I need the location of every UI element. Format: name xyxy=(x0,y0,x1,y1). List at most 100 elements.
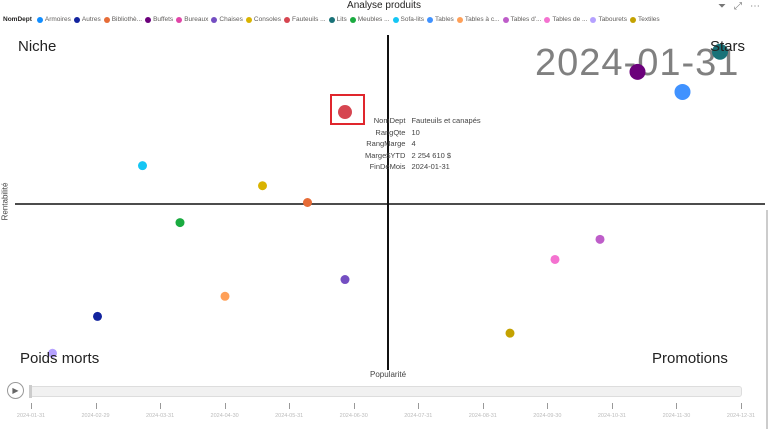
timeline-label: 2024-02-29 xyxy=(81,413,110,419)
legend-label: Consoles xyxy=(253,16,281,23)
timeline-tick xyxy=(160,403,162,409)
timeline-tick xyxy=(31,403,32,409)
data-point[interactable] xyxy=(48,348,57,358)
legend-dot-icon xyxy=(36,16,43,23)
data-point[interactable] xyxy=(303,198,312,207)
legend: NomDept Armoires Autres Bibliothè... Buffets… xyxy=(3,16,660,23)
tooltip-value: Fauteuils et canapés xyxy=(411,116,481,125)
timeline-tick xyxy=(482,403,484,409)
legend-dot-icon xyxy=(211,16,218,23)
timeline-label: 2024-03-31 xyxy=(146,413,175,419)
legend-dot-icon xyxy=(328,16,335,23)
data-point[interactable] xyxy=(595,234,605,244)
legend-item[interactable]: Buffets xyxy=(145,16,173,23)
data-point[interactable] xyxy=(550,254,560,264)
legend-item[interactable]: Bureaux xyxy=(176,16,208,23)
tooltip-key: FinDeMois xyxy=(369,162,406,171)
legend-item[interactable]: Armoires xyxy=(36,16,71,23)
focus-mode-icon[interactable]: ⤢ xyxy=(734,1,742,12)
quadrant-stars: Stars xyxy=(710,38,746,55)
legend-label: Armoires xyxy=(44,16,71,23)
legend-dot-icon xyxy=(103,16,110,23)
scrollbar[interactable] xyxy=(766,210,768,429)
timeline-tick xyxy=(95,403,97,409)
legend-label: Chaises xyxy=(219,16,243,23)
timeline-tick xyxy=(741,403,742,409)
timeline-label: 2024-10-31 xyxy=(597,413,626,419)
legend-item[interactable]: Lits xyxy=(328,16,347,23)
data-point[interactable] xyxy=(674,83,691,100)
timeline-label: 2024-09-30 xyxy=(533,413,562,419)
legend-item[interactable]: Sofa-lits xyxy=(392,16,424,23)
legend-label: Buffets xyxy=(153,16,174,23)
more-options-icon[interactable]: ⋯ xyxy=(750,1,760,12)
play-icon: ▶ xyxy=(12,386,19,395)
x-axis-label: Popularité xyxy=(370,370,407,379)
timeline-tick xyxy=(547,403,549,409)
legend-label: Bibliothè... xyxy=(111,16,143,23)
quadrant-niche: Niche xyxy=(18,38,57,55)
tooltip-key: RangMarge xyxy=(366,139,406,148)
data-point[interactable] xyxy=(340,275,350,285)
data-point[interactable] xyxy=(258,181,267,191)
tooltip-value: 4 xyxy=(411,139,416,148)
legend-dot-icon xyxy=(145,16,152,23)
tooltip-value: 10 xyxy=(411,127,420,137)
legend-item[interactable]: Meubles ... xyxy=(349,16,390,23)
timeline-label: 2024-07-31 xyxy=(404,413,433,419)
filter-icon[interactable]: ⏷ xyxy=(718,1,726,12)
tooltip-key: NomDept xyxy=(373,116,406,125)
legend-item[interactable]: Tables de ... xyxy=(544,16,587,23)
data-point[interactable] xyxy=(175,218,185,228)
data-point[interactable] xyxy=(712,43,728,60)
legend-item[interactable]: Tables d'... xyxy=(502,16,541,23)
timeline-label: 2024-11-30 xyxy=(662,413,691,419)
legend-dot-icon xyxy=(456,16,463,23)
data-point[interactable] xyxy=(629,63,646,80)
data-point[interactable] xyxy=(338,105,352,120)
legend-label: Lits xyxy=(336,16,347,23)
tooltip-key: Marge$YTD xyxy=(365,150,406,160)
legend-item[interactable]: Chaises xyxy=(211,16,243,23)
data-point[interactable] xyxy=(220,291,230,301)
legend-item[interactable]: Bibliothè... xyxy=(103,16,143,23)
tooltip-value: 2 254 610 $ xyxy=(411,150,452,160)
tooltip-value: 2024-01-31 xyxy=(411,162,450,171)
legend-dot-icon xyxy=(349,16,356,23)
legend-label: Meubles ... xyxy=(357,16,390,23)
timeline-tick xyxy=(676,403,678,409)
legend-item[interactable]: Consoles xyxy=(245,16,281,23)
legend-dot-icon xyxy=(284,16,290,23)
legend-item[interactable]: Tables à c... xyxy=(456,16,500,23)
legend-dot-icon xyxy=(176,16,183,23)
data-point[interactable] xyxy=(138,161,147,171)
legend-label: Tabourets xyxy=(598,16,627,23)
legend-item[interactable]: Tabourets xyxy=(590,16,627,23)
visual-title: Analyse produits xyxy=(347,0,421,11)
timeline-label: 2024-01-31 xyxy=(16,413,46,419)
timeline-label: 2024-06-30 xyxy=(339,413,368,419)
legend-item[interactable]: Fauteuils ... xyxy=(284,16,326,23)
legend-title: NomDept xyxy=(3,16,32,23)
timeline-slider[interactable] xyxy=(30,386,742,397)
timeline-label: 2024-12-31 xyxy=(726,413,756,419)
data-point[interactable] xyxy=(93,311,102,321)
quadrant-poids-morts: Poids morts xyxy=(20,350,100,367)
legend-label: Autres xyxy=(81,16,101,23)
tooltip-key: RangQte xyxy=(375,127,406,137)
timeline-tick xyxy=(611,403,613,409)
timeline-thumb[interactable] xyxy=(29,385,32,398)
legend-item[interactable]: Autres xyxy=(73,16,101,23)
data-point[interactable] xyxy=(505,328,515,338)
timeline-label: 2024-05-31 xyxy=(275,413,304,419)
selection-highlight xyxy=(330,94,365,125)
tooltip: NomDept Fauteuils et canapés RangQte 10 Rang… xyxy=(365,115,481,173)
legend-item[interactable]: Textiles xyxy=(629,16,660,23)
timeline-tick xyxy=(224,403,226,409)
legend-dot-icon xyxy=(590,16,597,23)
play-button[interactable]: ▶ xyxy=(7,382,24,399)
timeline-label: 2024-04-30 xyxy=(210,413,239,419)
legend-item[interactable]: Tables xyxy=(427,16,454,23)
legend-label: Tables xyxy=(435,16,454,23)
